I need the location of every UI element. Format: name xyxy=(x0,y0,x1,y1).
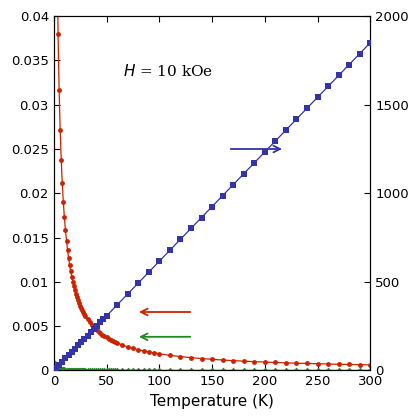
X-axis label: Temperature (K): Temperature (K) xyxy=(150,394,274,409)
Text: $H$ = 10 kOe: $H$ = 10 kOe xyxy=(123,63,214,79)
